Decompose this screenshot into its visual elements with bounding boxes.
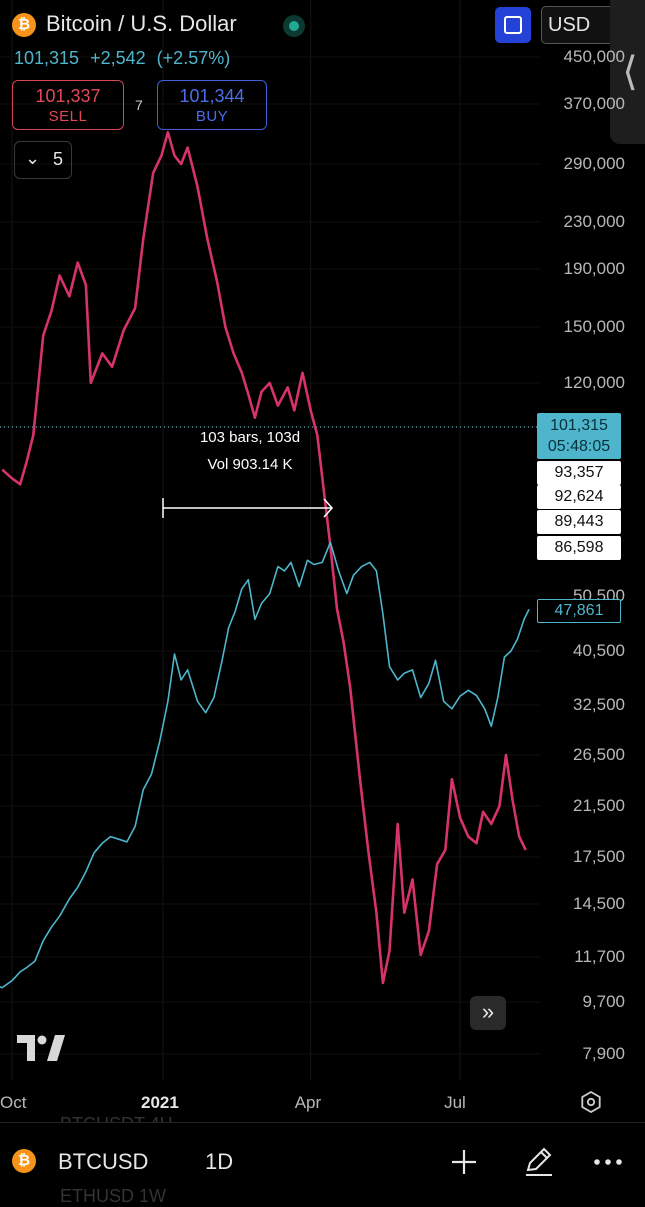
y-tick-label: 9,700 (582, 992, 625, 1011)
current-price-value: 101,315 (550, 417, 608, 434)
side-panel-toggle[interactable]: ⟨ (610, 0, 645, 144)
measure-range-arrowhead (323, 498, 334, 518)
y-tick-label: 120,000 (563, 373, 625, 392)
buy-button[interactable]: 101,344 BUY (157, 80, 267, 130)
price-level-tag: 92,624 (537, 485, 621, 509)
y-tick-label: 190,000 (563, 259, 625, 278)
x-tick-label: Oct (0, 1093, 27, 1112)
y-tick-label: 230,000 (563, 212, 625, 231)
y-tick-label: 17,500 (573, 847, 625, 866)
currency-select[interactable]: USD (541, 6, 615, 44)
x-tick-label: Jul (444, 1093, 466, 1112)
sell-label: SELL (48, 108, 88, 125)
y-tick-label: 450,000 (563, 47, 625, 66)
bar-countdown: 05:48:05 (547, 438, 611, 455)
sell-price: 101,337 (35, 86, 101, 106)
drawing-pen-icon[interactable] (522, 1144, 556, 1178)
price-level-tag: 86,598 (537, 536, 621, 560)
currency-label: USD (548, 14, 591, 36)
price-summary: 101,315 +2,542 (+2.57%) (14, 48, 236, 69)
chart-header: ₿ Bitcoin / U.S. Dollar 101,315 +2,542 (… (0, 0, 540, 190)
market-open-icon (283, 15, 305, 37)
y-tick-label: 14,500 (573, 894, 625, 913)
y-tick-label: 370,000 (563, 94, 625, 113)
y-tick-label: 150,000 (563, 317, 625, 336)
bottom-toolbar (0, 1122, 645, 1201)
more-icon[interactable] (592, 1156, 624, 1168)
indicator-count: 5 (53, 149, 64, 169)
price-change-pct: (+2.57%) (156, 48, 231, 68)
symbol-title[interactable]: Bitcoin / U.S. Dollar (46, 11, 237, 36)
measure-volume: Vol 903.14 K (207, 456, 293, 473)
eth-price-tag: 47,861 (537, 599, 621, 623)
spread-value: 7 (135, 97, 143, 113)
settings-icon[interactable] (580, 1091, 602, 1113)
btc-price-series-line (1, 130, 527, 985)
indicators-collapse-button[interactable]: ⌄ 5 (14, 141, 72, 179)
interval-selector[interactable]: 1D (205, 1149, 234, 1174)
x-tick-label: Apr (294, 1093, 322, 1112)
bitcoin-logo-icon: ₿ (12, 1149, 36, 1173)
price-level-tag: 93,357 (537, 461, 621, 485)
plus-icon[interactable] (449, 1147, 479, 1177)
y-tick-label: 7,900 (582, 1044, 625, 1063)
price-level-tag: 89,443 (537, 510, 621, 534)
price-change: +2,542 (90, 48, 146, 68)
symbol-selector[interactable]: BTCUSD (58, 1149, 149, 1174)
double-chevron-right-icon: » (481, 999, 495, 1024)
y-tick-label: 40,500 (573, 641, 625, 660)
compare-button[interactable] (495, 7, 531, 43)
eth-price-series-line (0, 541, 530, 989)
y-tick-label: 32,500 (573, 695, 625, 714)
measure-bars: 103 bars, 103d (199, 429, 301, 446)
y-tick-label: 26,500 (573, 745, 625, 764)
chevron-left-icon: ⟨ (622, 50, 638, 94)
sell-button[interactable]: 101,337 SELL (12, 80, 124, 130)
x-tick-label: 2021 (141, 1093, 179, 1112)
last-price: 101,315 (14, 48, 80, 68)
bitcoin-logo-icon: ₿ (12, 13, 36, 37)
ghost-symbol-below: ETHUSD 1W (60, 1186, 167, 1206)
buy-label: BUY (195, 108, 229, 125)
current-price-tag: 101,315 05:48:05 (537, 413, 621, 459)
y-tick-label: 21,500 (573, 796, 625, 815)
tradingview-logo-icon (17, 1035, 65, 1061)
y-tick-label: 290,000 (563, 154, 625, 173)
scroll-to-realtime-button[interactable]: » (470, 996, 506, 1030)
y-tick-label: 11,700 (574, 947, 625, 966)
buy-price: 101,344 (179, 86, 245, 106)
date-range-measure-label: 103 bars, 103d Vol 903.14 K (170, 424, 330, 478)
chevron-down-icon: ⌄ (25, 148, 41, 168)
